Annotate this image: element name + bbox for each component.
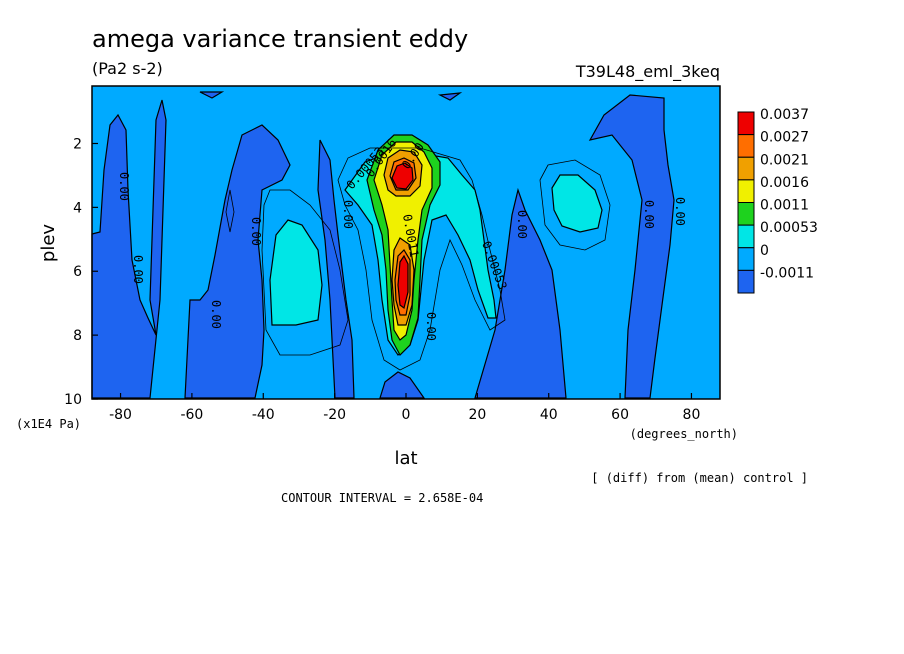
x-tick-label: 60: [611, 407, 629, 423]
x-tick-label: 0: [402, 407, 411, 423]
red-region-lower: [397, 254, 409, 310]
x-tick-label: -60: [180, 407, 203, 423]
contour-label: 0.00: [249, 217, 263, 246]
legend-swatch: [737, 111, 755, 136]
y-tick-label: 8: [73, 328, 82, 344]
legend-swatch: [737, 156, 755, 181]
y-axis-units: (x1E4 Pa): [16, 417, 81, 431]
contour-label: 0.00: [673, 197, 687, 226]
negative-region-upper-east: [437, 92, 463, 101]
contour-line-west: [261, 189, 349, 356]
contour-label: 0.00: [424, 312, 438, 341]
y-axis: 2 4 6 8 10: [64, 136, 98, 408]
legend-swatch: [737, 269, 755, 294]
x-tick-label: 40: [540, 407, 558, 423]
y-tick-label: 6: [73, 264, 82, 280]
contour-label: 0.00: [515, 210, 529, 239]
legend-label: 0.0016: [760, 175, 809, 191]
cyan-region-east: [551, 174, 603, 233]
x-tick-label: -20: [323, 407, 346, 423]
negative-region-east-70: [588, 94, 675, 399]
negative-region-south-60: [184, 124, 291, 399]
legend-label: 0.00053: [760, 220, 818, 236]
negative-region-mid: [317, 139, 355, 399]
negative-region-east-30: [474, 187, 567, 399]
negative-region-equator-base: [379, 371, 426, 399]
x-tick-label: 80: [683, 407, 701, 423]
contour-line-central: [337, 147, 506, 371]
y-tick-label: 10: [64, 392, 82, 408]
x-tick-label: 20: [468, 407, 486, 423]
plot-area: [91, 85, 721, 400]
contour-label: 0.00: [131, 255, 145, 284]
cyan-region-west: [269, 219, 323, 326]
legend-label: 0.0037: [760, 107, 809, 123]
contour-label: 0.00: [117, 172, 131, 201]
legend-label: -0.0011: [760, 265, 814, 281]
y-tick-label: 4: [73, 200, 82, 216]
legend-label: 0.0011: [760, 198, 809, 214]
contour-label: 0.00: [341, 200, 355, 229]
negative-region-equator-top: [199, 91, 225, 99]
legend-label: 0.0027: [760, 130, 809, 146]
x-axis: -80 -60 -40 -20 0 20 40 60 80: [109, 393, 700, 423]
contour-label: 0.00: [642, 200, 656, 229]
legend-swatch: [737, 224, 755, 249]
chart-title: amega variance transient eddy: [92, 25, 468, 53]
x-tick-label: -40: [252, 407, 275, 423]
contour-interval: CONTOUR INTERVAL = 2.658E-04: [281, 491, 483, 505]
x-axis-label: lat: [394, 448, 417, 469]
legend-swatch: [737, 247, 755, 271]
legend-swatch: [737, 202, 755, 226]
legend-swatch: [737, 179, 755, 203]
contour-line-east: [539, 159, 611, 251]
negative-region-west: [91, 99, 167, 399]
y-axis-label: plev: [38, 224, 59, 263]
contour-label: 0.00: [209, 300, 223, 329]
x-axis-units: (degrees_north): [630, 427, 738, 441]
red-region-upper: [391, 162, 414, 190]
contour-line-diamond: [225, 189, 235, 233]
legend-swatch: [737, 134, 755, 158]
x-tick-label: -80: [109, 407, 132, 423]
footer-note: [ (diff) from (mean) control ]: [591, 471, 808, 485]
chart-units-subtitle: (Pa2 s-2): [92, 59, 163, 78]
color-legend: 0.0037 0.0027 0.0021 0.0016 0.0011 0.00053 0 -0…: [737, 107, 818, 294]
legend-label: 0: [760, 243, 769, 259]
legend-label: 0.0021: [760, 152, 809, 168]
run-label: T39L48_eml_3keq: [575, 62, 720, 82]
y-tick-label: 2: [73, 136, 82, 152]
